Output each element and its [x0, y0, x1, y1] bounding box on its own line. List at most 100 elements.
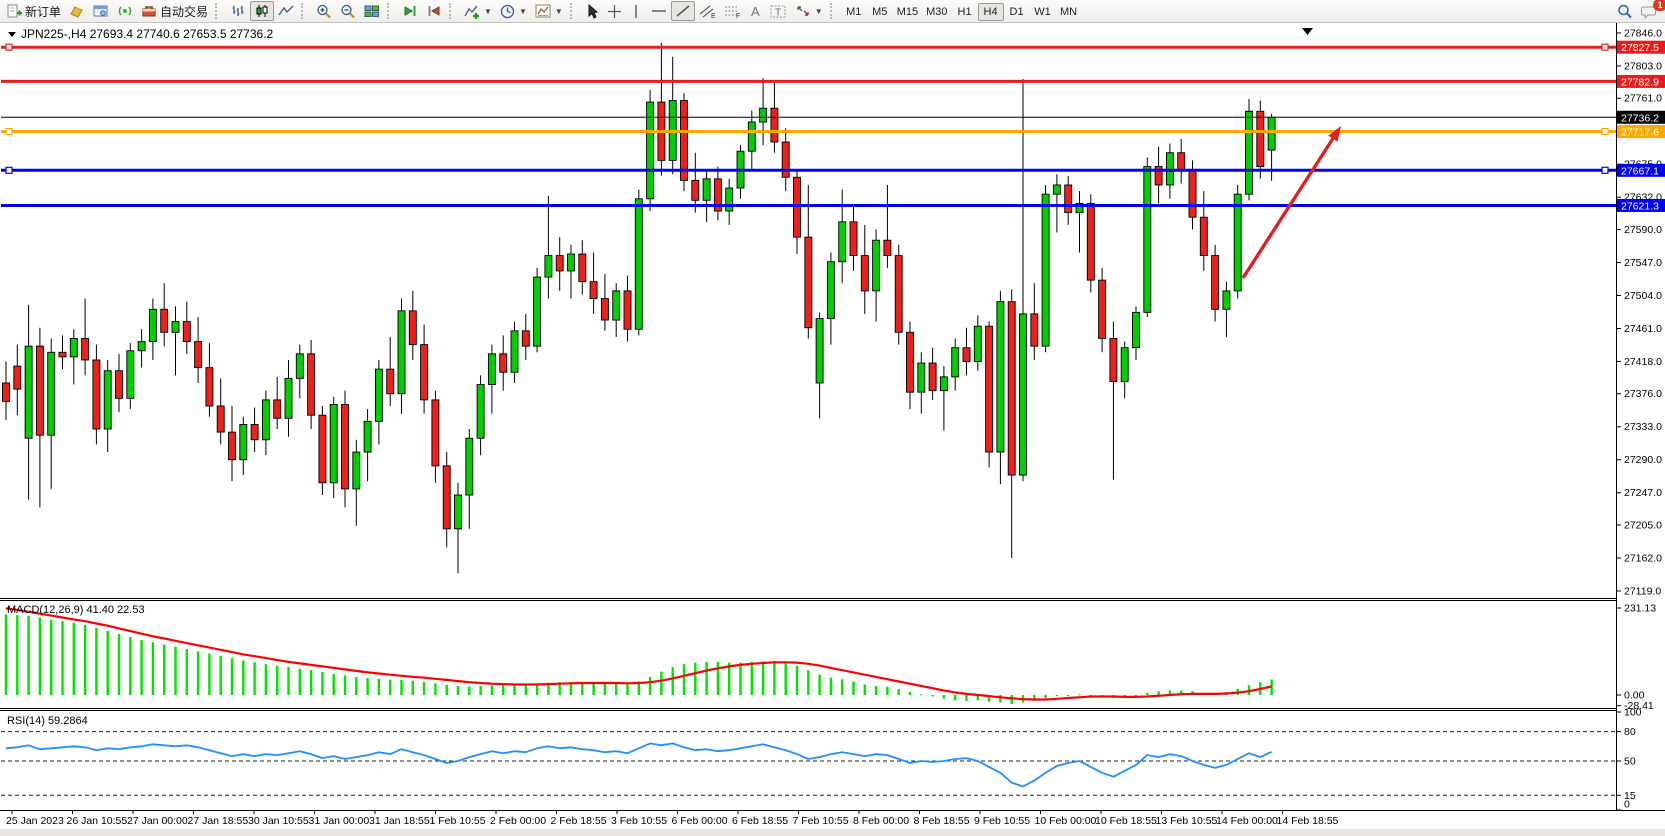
- timeframe-d1-button[interactable]: D1: [1004, 3, 1030, 21]
- gold-nugget-button[interactable]: [65, 1, 89, 21]
- date-label: 6 Feb 18:55: [732, 815, 788, 827]
- rsi-line: [5, 742, 1272, 788]
- candle: [239, 416, 248, 476]
- macd-bar: [965, 695, 968, 702]
- timeframe-m5-button[interactable]: M5: [867, 3, 893, 21]
- symbol-dropdown-icon[interactable]: [8, 32, 16, 37]
- periods-clock-button[interactable]: ▼: [496, 1, 531, 21]
- signal-button[interactable]: [113, 1, 137, 21]
- line-anchor-marker[interactable]: [1601, 43, 1609, 51]
- candle: [58, 335, 67, 370]
- horizontal-line-button[interactable]: [647, 1, 671, 21]
- date-label: 25 Jan 2023: [6, 815, 64, 827]
- line-anchor-marker[interactable]: [5, 166, 13, 174]
- candle: [544, 195, 553, 299]
- zoom-out-button[interactable]: [336, 1, 360, 21]
- clock-icon: [500, 4, 515, 19]
- arrows-button[interactable]: ▼: [791, 1, 827, 21]
- tile-windows-button[interactable]: [360, 1, 384, 21]
- line-anchor-marker[interactable]: [5, 127, 13, 136]
- chart-bars-button[interactable]: [226, 1, 250, 21]
- line-anchor-marker[interactable]: [5, 43, 13, 51]
- timeframe-h1-button[interactable]: H1: [952, 3, 978, 21]
- chart-background: [0, 23, 1665, 836]
- macd-bar: [671, 667, 674, 695]
- macd-bar: [140, 640, 143, 695]
- templates-button[interactable]: ▼: [531, 1, 567, 21]
- timeframe-mn-button[interactable]: MN: [1056, 3, 1082, 21]
- chart-candles-button[interactable]: [250, 1, 275, 21]
- new-order-button[interactable]: 新订单: [3, 1, 65, 21]
- macd-bar: [276, 665, 279, 695]
- candle: [228, 406, 236, 482]
- auto-scroll-button[interactable]: [398, 1, 422, 21]
- fibonacci-button[interactable]: F: [720, 1, 745, 21]
- time-axis[interactable]: 25 Jan 2023 26 Jan 10:55 27 Jan 00:00 27 Ja…: [6, 810, 1339, 827]
- macd-bar: [954, 695, 957, 701]
- macd-bar: [558, 682, 561, 695]
- candle: [1041, 184, 1050, 353]
- timeframe-m30-button[interactable]: M30: [922, 3, 951, 21]
- crosshair-button[interactable]: [603, 1, 626, 21]
- notifications-button[interactable]: 1: [1637, 0, 1665, 21]
- macd-bar: [1168, 690, 1172, 695]
- zoom-out-icon: [340, 4, 356, 19]
- macd-bar: [174, 646, 177, 695]
- search-button[interactable]: [1613, 1, 1637, 21]
- text-button[interactable]: A: [745, 1, 766, 21]
- line-anchor-marker[interactable]: [1601, 127, 1609, 136]
- candle: [634, 189, 643, 336]
- horizontal-line-objects[interactable]: [1, 43, 1616, 207]
- text-label-button[interactable]: T: [766, 1, 791, 21]
- candle: [81, 298, 90, 376]
- indicators-button[interactable]: ▼: [460, 1, 496, 21]
- rsi-label: RSI(14) 59.2864: [7, 715, 88, 727]
- date-label: 30 Jan 10:55: [248, 815, 309, 827]
- timeframe-m1-button[interactable]: M1: [841, 3, 867, 21]
- trend-arrow[interactable]: [1241, 126, 1341, 279]
- macd-bar: [129, 637, 132, 695]
- chevron-down-icon: ▼: [554, 6, 563, 16]
- macd-bar: [739, 662, 742, 695]
- toolbar-grip: [215, 3, 221, 19]
- chart-line-button[interactable]: [274, 1, 298, 21]
- chart-shift-button[interactable]: [422, 1, 446, 21]
- candle: [431, 390, 440, 483]
- macd-bar: [208, 653, 211, 695]
- candle: [747, 110, 756, 170]
- macd-axis-label: 231.13: [1624, 603, 1656, 615]
- candle: [725, 178, 734, 225]
- zoom-in-button[interactable]: [312, 1, 336, 21]
- candle: [273, 376, 282, 430]
- market-window-button[interactable]: [89, 1, 113, 21]
- candle: [194, 316, 203, 383]
- timeframe-w1-button[interactable]: W1: [1030, 3, 1056, 21]
- date-label: 14 Feb 18:55: [1277, 815, 1339, 827]
- macd-bar: [1044, 695, 1047, 699]
- auto-trading-button[interactable]: 自动交易: [137, 1, 212, 21]
- timeframe-h4-button[interactable]: H4: [977, 2, 1004, 21]
- template-icon: [535, 4, 551, 18]
- candle: [103, 359, 112, 453]
- line-anchor-marker[interactable]: [1601, 166, 1609, 174]
- candlesticks: [2, 42, 1276, 574]
- equidistant-channel-button[interactable]: E: [695, 1, 720, 21]
- candle: [1086, 194, 1095, 293]
- cursor-button[interactable]: [581, 1, 603, 21]
- macd-bar: [38, 617, 42, 695]
- trendline-button[interactable]: [670, 1, 695, 21]
- chart-canvas[interactable]: 27846.027803.027761.027718.027675.027632…: [0, 23, 1665, 836]
- macd-bar: [479, 685, 482, 695]
- chevron-down-icon: ▼: [814, 6, 823, 16]
- candle: [951, 338, 960, 391]
- candle: [363, 409, 372, 482]
- candle: [996, 290, 1005, 485]
- price-axis[interactable]: 27846.027803.027761.027718.027675.027632…: [1616, 28, 1665, 811]
- macd-bar: [784, 662, 787, 695]
- timeframe-m15-button[interactable]: M15: [893, 3, 922, 21]
- search-icon: [1617, 4, 1633, 19]
- date-label: 26 Jan 10:55: [67, 815, 128, 827]
- vertical-line-button[interactable]: [626, 1, 647, 21]
- macd-bar: [264, 664, 268, 695]
- candle: [815, 312, 824, 419]
